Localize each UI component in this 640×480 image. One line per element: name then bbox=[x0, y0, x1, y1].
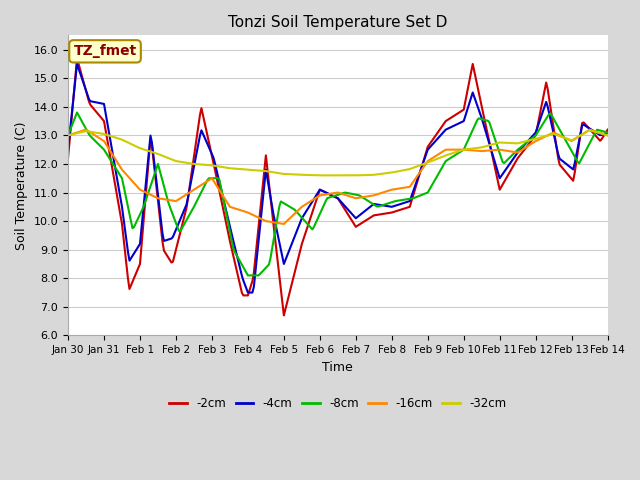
-16cm bbox=[82, 127, 90, 132]
-2cm bbox=[64, 156, 72, 161]
-32cm bbox=[64, 132, 72, 138]
Y-axis label: Soil Temperature (C): Soil Temperature (C) bbox=[15, 121, 28, 250]
-8cm bbox=[81, 123, 88, 129]
-2cm bbox=[404, 204, 412, 210]
-4cm bbox=[392, 203, 400, 208]
-8cm bbox=[166, 204, 174, 210]
-8cm bbox=[392, 198, 400, 204]
-16cm bbox=[64, 132, 72, 138]
-16cm bbox=[541, 134, 548, 140]
-32cm bbox=[373, 171, 381, 177]
-4cm bbox=[404, 199, 412, 204]
-32cm bbox=[164, 155, 172, 161]
-8cm bbox=[64, 132, 72, 138]
-8cm bbox=[73, 109, 81, 115]
-4cm bbox=[64, 147, 72, 153]
-8cm bbox=[404, 196, 412, 202]
-4cm bbox=[81, 83, 88, 89]
-16cm bbox=[374, 191, 382, 197]
-2cm bbox=[392, 208, 400, 214]
-8cm bbox=[541, 118, 548, 124]
Line: -8cm: -8cm bbox=[68, 112, 607, 276]
-8cm bbox=[374, 204, 382, 209]
Line: -32cm: -32cm bbox=[68, 130, 607, 175]
Legend: -2cm, -4cm, -8cm, -16cm, -32cm: -2cm, -4cm, -8cm, -16cm, -32cm bbox=[164, 392, 511, 415]
Line: -16cm: -16cm bbox=[68, 130, 607, 224]
-16cm bbox=[392, 186, 400, 192]
-4cm bbox=[166, 236, 174, 242]
-32cm bbox=[540, 134, 547, 140]
-16cm bbox=[280, 221, 288, 227]
-2cm bbox=[73, 55, 81, 61]
-4cm bbox=[244, 289, 252, 295]
-4cm bbox=[604, 130, 611, 135]
-32cm bbox=[316, 172, 324, 178]
-2cm bbox=[541, 87, 548, 93]
-16cm bbox=[404, 184, 412, 190]
Line: -2cm: -2cm bbox=[68, 58, 607, 315]
-32cm bbox=[391, 169, 399, 175]
-16cm bbox=[166, 197, 174, 203]
-16cm bbox=[604, 132, 611, 138]
Line: -4cm: -4cm bbox=[68, 64, 607, 292]
-2cm bbox=[280, 312, 288, 318]
-2cm bbox=[81, 83, 88, 88]
-4cm bbox=[541, 103, 548, 109]
-32cm bbox=[403, 167, 411, 172]
-2cm bbox=[166, 257, 174, 263]
-32cm bbox=[604, 132, 611, 138]
-2cm bbox=[374, 212, 382, 217]
-4cm bbox=[374, 202, 382, 207]
-8cm bbox=[244, 273, 252, 278]
-4cm bbox=[73, 61, 81, 67]
-16cm bbox=[79, 128, 87, 133]
Title: Tonzi Soil Temperature Set D: Tonzi Soil Temperature Set D bbox=[228, 15, 447, 30]
Text: TZ_fmet: TZ_fmet bbox=[74, 44, 137, 59]
-2cm bbox=[604, 127, 611, 132]
-32cm bbox=[79, 129, 87, 135]
-32cm bbox=[586, 127, 593, 133]
X-axis label: Time: Time bbox=[323, 360, 353, 374]
-8cm bbox=[604, 130, 611, 135]
